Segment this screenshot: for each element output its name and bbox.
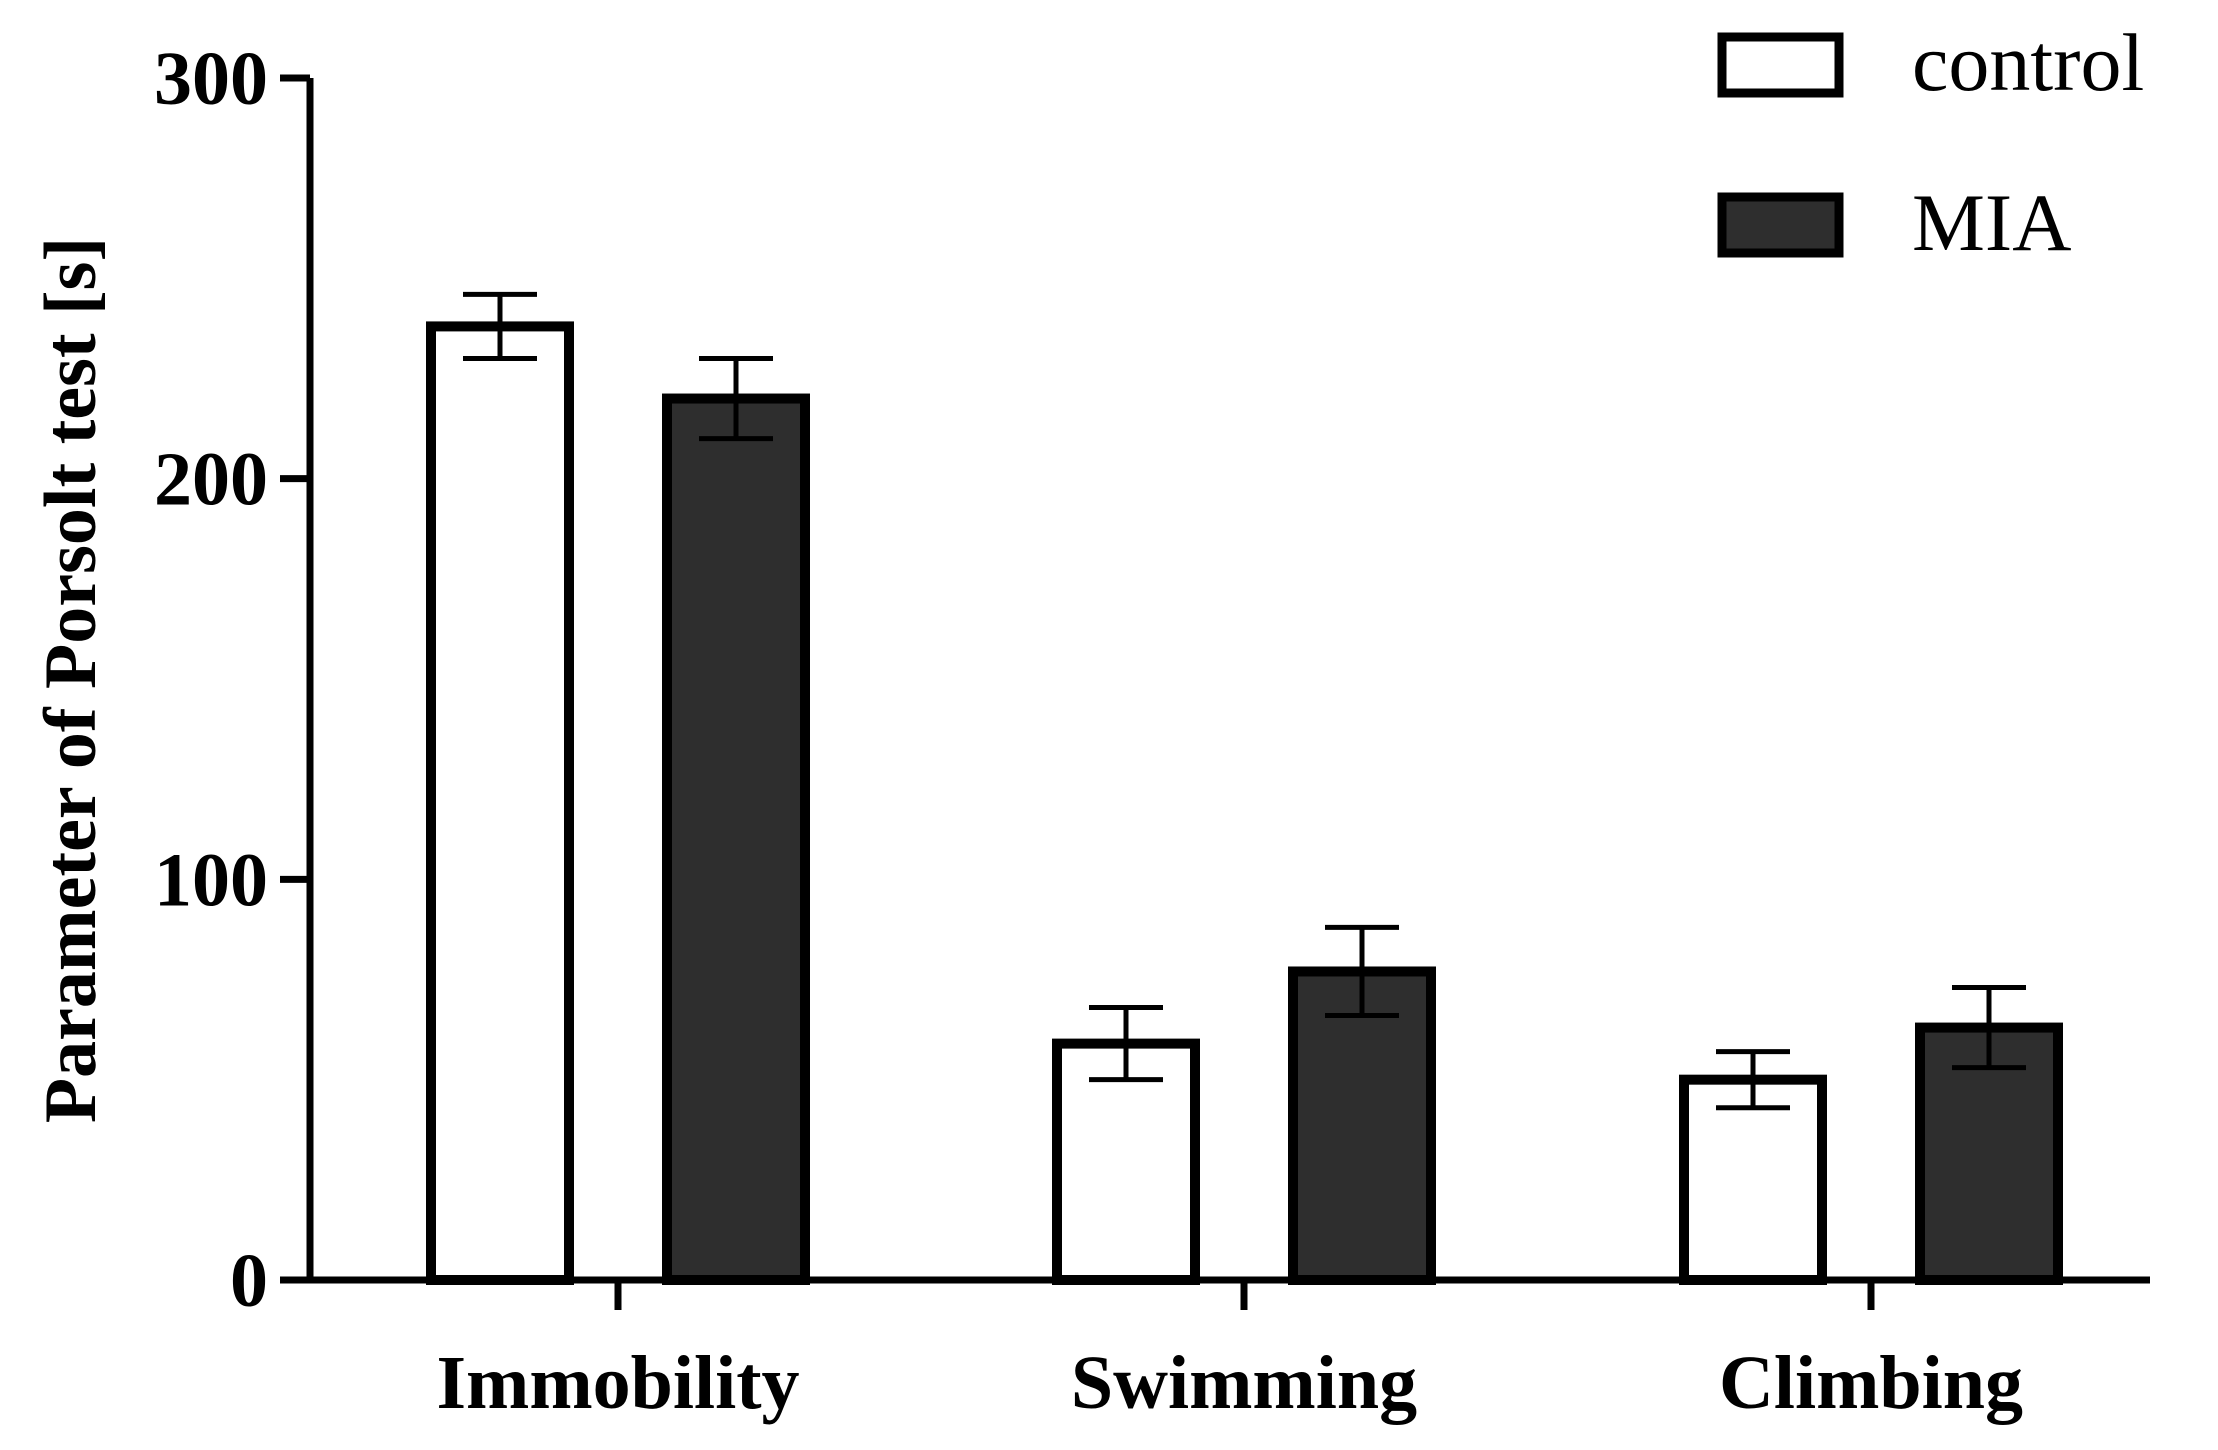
bar-mia-immobility [662, 393, 810, 1285]
axes-layer [306, 78, 2150, 1284]
x-tick-label-climbing: Climbing [1719, 1341, 2023, 1425]
x-ticks-layer: Immobility Swimming Climbing [436, 1280, 2023, 1425]
legend-label-mia: MIA [1912, 177, 2071, 268]
y-tick-label-100: 100 [154, 838, 268, 922]
x-tick-label-immobility: Immobility [436, 1341, 799, 1425]
bars-layer [426, 321, 2063, 1286]
legend-swatch-mia [1717, 192, 1844, 258]
y-tick-label-200: 200 [154, 438, 268, 522]
bar-control-immobility [426, 321, 574, 1285]
error-bars-layer [463, 291, 2026, 1111]
x-tick-label-swimming: Swimming [1071, 1341, 1417, 1425]
y-axis-title: Parameter of Porsolt test [s] [30, 237, 112, 1123]
legend-label-control: control [1912, 17, 2144, 108]
legend: control MIA [1717, 17, 2144, 268]
y-tick-label-300: 300 [154, 37, 268, 121]
y-tick-label-0: 0 [230, 1239, 268, 1323]
legend-swatch-control [1717, 32, 1844, 98]
bar-mia-climbing [1915, 1022, 2063, 1285]
y-ticks-layer: 0 100 200 300 [154, 37, 310, 1323]
